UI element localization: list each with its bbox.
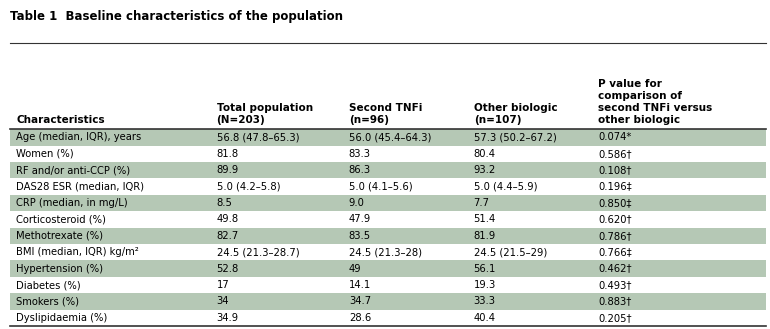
Text: Diabetes (%): Diabetes (%) [16, 280, 81, 290]
Text: 5.0 (4.4–5.9): 5.0 (4.4–5.9) [474, 182, 537, 192]
Text: Methotrexate (%): Methotrexate (%) [16, 231, 103, 241]
Text: 19.3: 19.3 [474, 280, 496, 290]
Bar [10, 228, 766, 244]
Text: 5.0 (4.1–5.6): 5.0 (4.1–5.6) [349, 182, 413, 192]
Text: 34.9: 34.9 [216, 313, 239, 323]
Text: 8.5: 8.5 [216, 198, 233, 208]
Text: 47.9: 47.9 [349, 215, 371, 224]
Text: 80.4: 80.4 [474, 149, 496, 159]
Text: 24.5 (21.5–29): 24.5 (21.5–29) [474, 247, 547, 257]
Text: Table 1  Baseline characteristics of the population: Table 1 Baseline characteristics of the … [10, 10, 343, 23]
Text: Dyslipidaemia (%): Dyslipidaemia (%) [16, 313, 108, 323]
Text: Second TNFi
(n=96): Second TNFi (n=96) [349, 103, 422, 125]
Text: P value for
comparison of
second TNFi versus
other biologic: P value for comparison of second TNFi ve… [598, 79, 713, 125]
Text: 0.850‡: 0.850‡ [598, 198, 632, 208]
Text: 34.7: 34.7 [349, 296, 371, 307]
Text: CRP (median, in mg/L): CRP (median, in mg/L) [16, 198, 128, 208]
Bar [10, 244, 766, 261]
Text: 57.3 (50.2–67.2): 57.3 (50.2–67.2) [474, 133, 557, 142]
Bar [10, 178, 766, 195]
Text: 33.3: 33.3 [474, 296, 496, 307]
Text: Women (%): Women (%) [16, 149, 74, 159]
Text: Characteristics: Characteristics [16, 115, 105, 125]
Text: 0.493†: 0.493† [598, 280, 632, 290]
Text: 83.5: 83.5 [349, 231, 371, 241]
Text: RF and/or anti-CCP (%): RF and/or anti-CCP (%) [16, 165, 130, 175]
Text: 0.108†: 0.108† [598, 165, 632, 175]
Text: 49.8: 49.8 [216, 215, 239, 224]
Text: 0.883†: 0.883† [598, 296, 631, 307]
Text: 49: 49 [349, 264, 361, 274]
Text: 40.4: 40.4 [474, 313, 496, 323]
Text: 52.8: 52.8 [216, 264, 239, 274]
Text: 56.1: 56.1 [474, 264, 496, 274]
Text: 0.196‡: 0.196‡ [598, 182, 632, 192]
Text: Age (median, IQR), years: Age (median, IQR), years [16, 133, 142, 142]
Text: 7.7: 7.7 [474, 198, 490, 208]
Text: BMI (median, IQR) kg/m²: BMI (median, IQR) kg/m² [16, 247, 139, 257]
Text: DAS28 ESR (median, IQR): DAS28 ESR (median, IQR) [16, 182, 144, 192]
Text: Other biologic
(n=107): Other biologic (n=107) [474, 103, 557, 125]
Text: 89.9: 89.9 [216, 165, 239, 175]
Text: 0.586†: 0.586† [598, 149, 632, 159]
Text: 0.074*: 0.074* [598, 133, 631, 142]
Text: 9.0: 9.0 [349, 198, 365, 208]
Text: Hypertension (%): Hypertension (%) [16, 264, 103, 274]
Text: 34: 34 [216, 296, 229, 307]
Bar [10, 261, 766, 277]
Text: 14.1: 14.1 [349, 280, 371, 290]
Bar [10, 146, 766, 162]
Bar [10, 277, 766, 293]
Text: Smokers (%): Smokers (%) [16, 296, 79, 307]
Text: 83.3: 83.3 [349, 149, 371, 159]
Text: 56.0 (45.4–64.3): 56.0 (45.4–64.3) [349, 133, 431, 142]
Text: Total population
(N=203): Total population (N=203) [216, 103, 313, 125]
Text: 28.6: 28.6 [349, 313, 371, 323]
Text: 0.620†: 0.620† [598, 215, 632, 224]
Text: 5.0 (4.2–5.8): 5.0 (4.2–5.8) [216, 182, 280, 192]
Bar [10, 195, 766, 211]
Text: 82.7: 82.7 [216, 231, 239, 241]
Text: 81.8: 81.8 [216, 149, 239, 159]
Text: 24.5 (21.3–28.7): 24.5 (21.3–28.7) [216, 247, 300, 257]
Bar [10, 162, 766, 178]
Bar [10, 293, 766, 310]
Bar [10, 310, 766, 326]
Text: 86.3: 86.3 [349, 165, 371, 175]
Text: 93.2: 93.2 [474, 165, 496, 175]
Text: 51.4: 51.4 [474, 215, 496, 224]
Text: 0.205†: 0.205† [598, 313, 632, 323]
Text: 24.5 (21.3–28): 24.5 (21.3–28) [349, 247, 422, 257]
Text: 17: 17 [216, 280, 229, 290]
Text: 0.786†: 0.786† [598, 231, 632, 241]
Text: 0.766‡: 0.766‡ [598, 247, 632, 257]
Text: 0.462†: 0.462† [598, 264, 632, 274]
Bar [10, 129, 766, 146]
Text: 56.8 (47.8–65.3): 56.8 (47.8–65.3) [216, 133, 299, 142]
Bar [10, 211, 766, 228]
Text: 81.9: 81.9 [474, 231, 496, 241]
Text: Corticosteroid (%): Corticosteroid (%) [16, 215, 106, 224]
